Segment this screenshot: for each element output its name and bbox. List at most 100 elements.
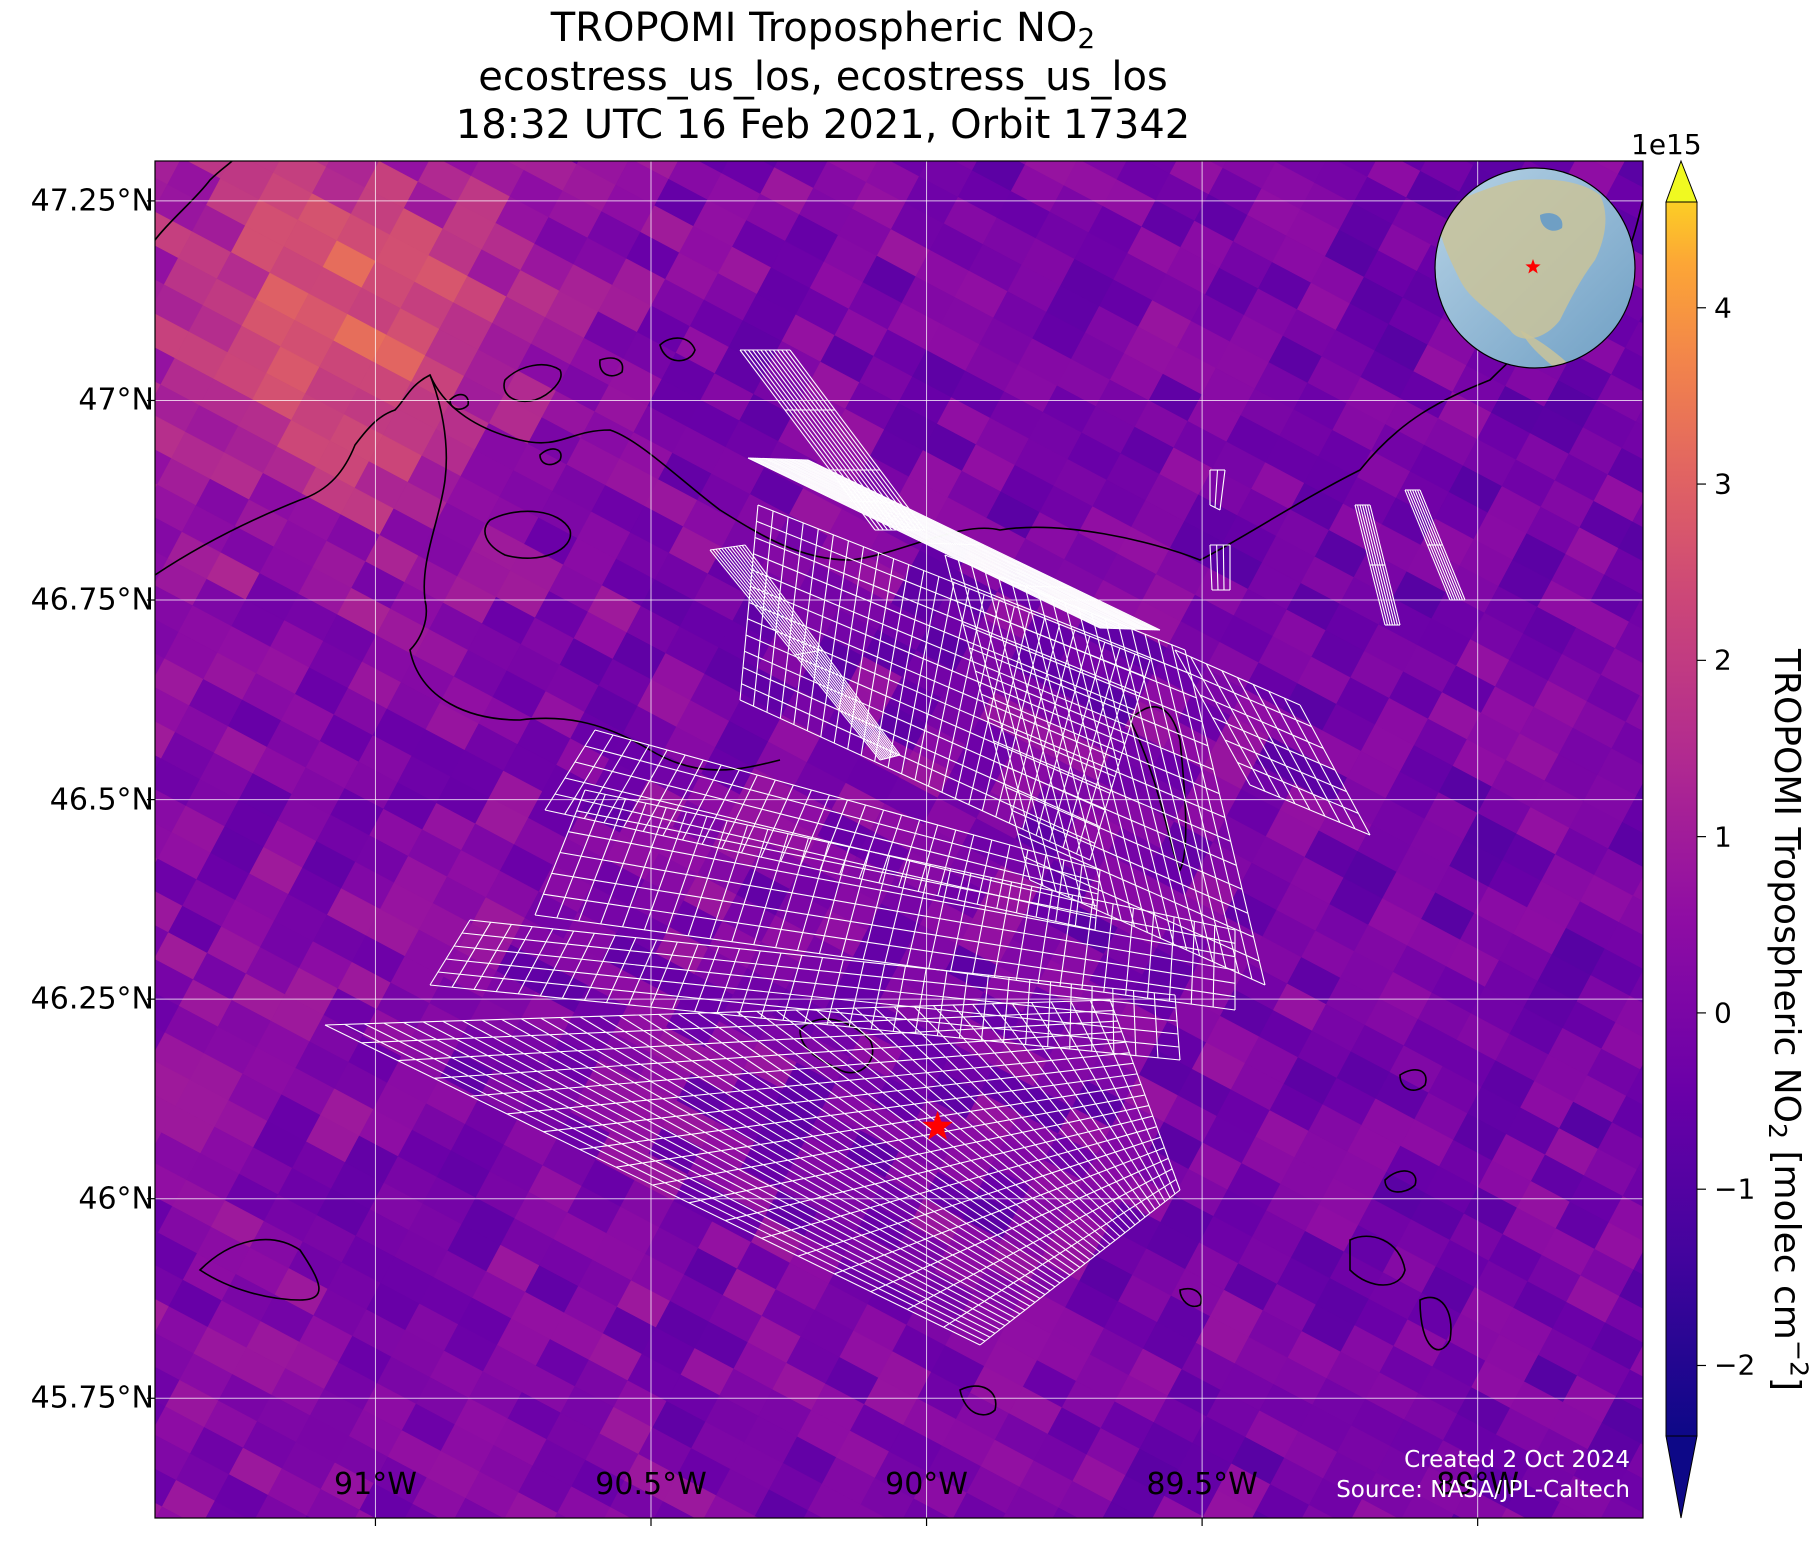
no2-pixel [465, 1471, 519, 1518]
no2-pixel [378, 161, 380, 162]
no2-pixel [1622, 1169, 1643, 1208]
chart-subtitle-time: 18:32 UTC 16 Feb 2021, Orbit 17342 [455, 102, 1191, 148]
swath-gridline [1171, 644, 1253, 980]
no2-pixel [1617, 161, 1643, 188]
no2-pixel [703, 1495, 756, 1518]
no2-pixel [1629, 1345, 1643, 1378]
chart-subtitle-sites: ecostress_us_los, ecostress_us_los [478, 54, 1168, 100]
lon-tick-label: 89°W [1436, 1467, 1520, 1502]
no2-pixel [77, 1265, 130, 1312]
swath-gridline [793, 528, 819, 725]
swath-gridline [1011, 581, 1096, 910]
no2-pixel [1626, 1443, 1643, 1480]
no2-pixel [1636, 782, 1643, 800]
ecostress-swath [944, 554, 1266, 986]
no2-pixel [727, 1543, 780, 1567]
swath-gridline [716, 948, 741, 1014]
no2-pixel [143, 111, 196, 158]
no2-pixel [161, 1479, 216, 1518]
swath-gridline [782, 955, 803, 1021]
swath-gridline [579, 1016, 1046, 1296]
swath-gridline [724, 547, 889, 759]
no2-pixel [569, 161, 579, 165]
no2-pixel [101, 938, 154, 985]
no2-pixel [1175, 1543, 1228, 1567]
swath-gridline [1221, 670, 1296, 805]
swath-gridline [995, 618, 1045, 818]
swath-gridline [1047, 981, 1052, 1047]
no2-pixel [1145, 100, 1198, 147]
no2-pixel [1058, 1480, 1112, 1518]
swath-gridline [984, 570, 1070, 898]
no2-pixel [155, 279, 165, 303]
swath-gridline [971, 565, 1057, 892]
no2-pixel [1621, 795, 1643, 834]
swath-gridline [1011, 1002, 1156, 1210]
swath-gridline [1131, 628, 1214, 962]
no2-pixel [155, 1506, 184, 1518]
swath-gridline [1015, 849, 1029, 913]
lon-tick-label: 90°W [885, 1467, 968, 1502]
colorbar-tick-label: 0 [1714, 996, 1732, 1030]
swath-gridline [628, 939, 658, 1006]
swath-gridline [936, 970, 948, 1036]
lat-tick-label: 46.5°N [49, 782, 154, 818]
swath-gridline [1190, 921, 1195, 1005]
no2-pixel [754, 1489, 809, 1518]
no2-pixel [529, 1540, 582, 1567]
no2-pixel [1604, 922, 1643, 970]
swath-gridline [937, 829, 957, 896]
no2-pixel [1559, 1475, 1613, 1518]
swath-gridline [1419, 489, 1466, 601]
no2-pixel [155, 1027, 166, 1052]
no2-pixel [1610, 347, 1643, 392]
no2-pixel [1351, 1498, 1398, 1518]
swath-gridline [1190, 656, 1266, 792]
no2-pixel [1251, 89, 1304, 136]
swath-gridline [932, 1005, 1136, 1226]
swath-gridline [884, 859, 911, 963]
ecostress-swath [1404, 489, 1466, 601]
no2-pixel [924, 1546, 977, 1567]
swath-gridline [1089, 659, 1151, 861]
swath-gridline [564, 734, 614, 815]
no2-pixel [306, 1488, 360, 1518]
swath-gridline [1366, 504, 1399, 626]
no2-pixel [1632, 501, 1643, 528]
swath-gridline [941, 594, 985, 793]
swath-gridline [583, 739, 632, 819]
swath-gridline [887, 570, 925, 768]
swath-gridline [784, 458, 1138, 630]
no2-pixel [1612, 1469, 1643, 1514]
no2-pixel [155, 381, 161, 396]
swath-gridline [780, 789, 812, 862]
swath-gridline [1416, 489, 1464, 601]
swath-gridline [834, 1008, 1111, 1245]
no2-pixel [860, 1477, 915, 1518]
swath-gridline [1411, 489, 1459, 601]
no2-pixel [97, 291, 150, 338]
no2-pixel [476, 1546, 529, 1567]
no2-pixel [1449, 92, 1502, 139]
no2-pixel [354, 88, 407, 135]
colorbar-tick-label: 3 [1714, 467, 1732, 501]
swath-gridline [1109, 999, 1181, 1191]
swath-gridline [709, 824, 749, 939]
swath-gridline [665, 816, 708, 933]
no2-pixel [504, 1492, 558, 1518]
lat-tick-label: 47.25°N [30, 183, 154, 219]
swath-gridline [1216, 544, 1219, 591]
no2-pixel [1615, 995, 1643, 1038]
no2-pixel [1532, 1529, 1585, 1567]
swath-gridline [796, 459, 1149, 631]
swath-gridline [981, 612, 1030, 811]
no2-pixel [104, 90, 157, 137]
no2-pixel [1290, 109, 1343, 156]
no2-pixel [654, 1501, 695, 1518]
swath-gridline [858, 809, 885, 879]
swath-gridline [968, 606, 1015, 805]
swath-gridline [712, 549, 883, 760]
swath-gridline [952, 1004, 1141, 1222]
swath-gridline [806, 534, 834, 731]
swath-gridline [1062, 647, 1121, 848]
